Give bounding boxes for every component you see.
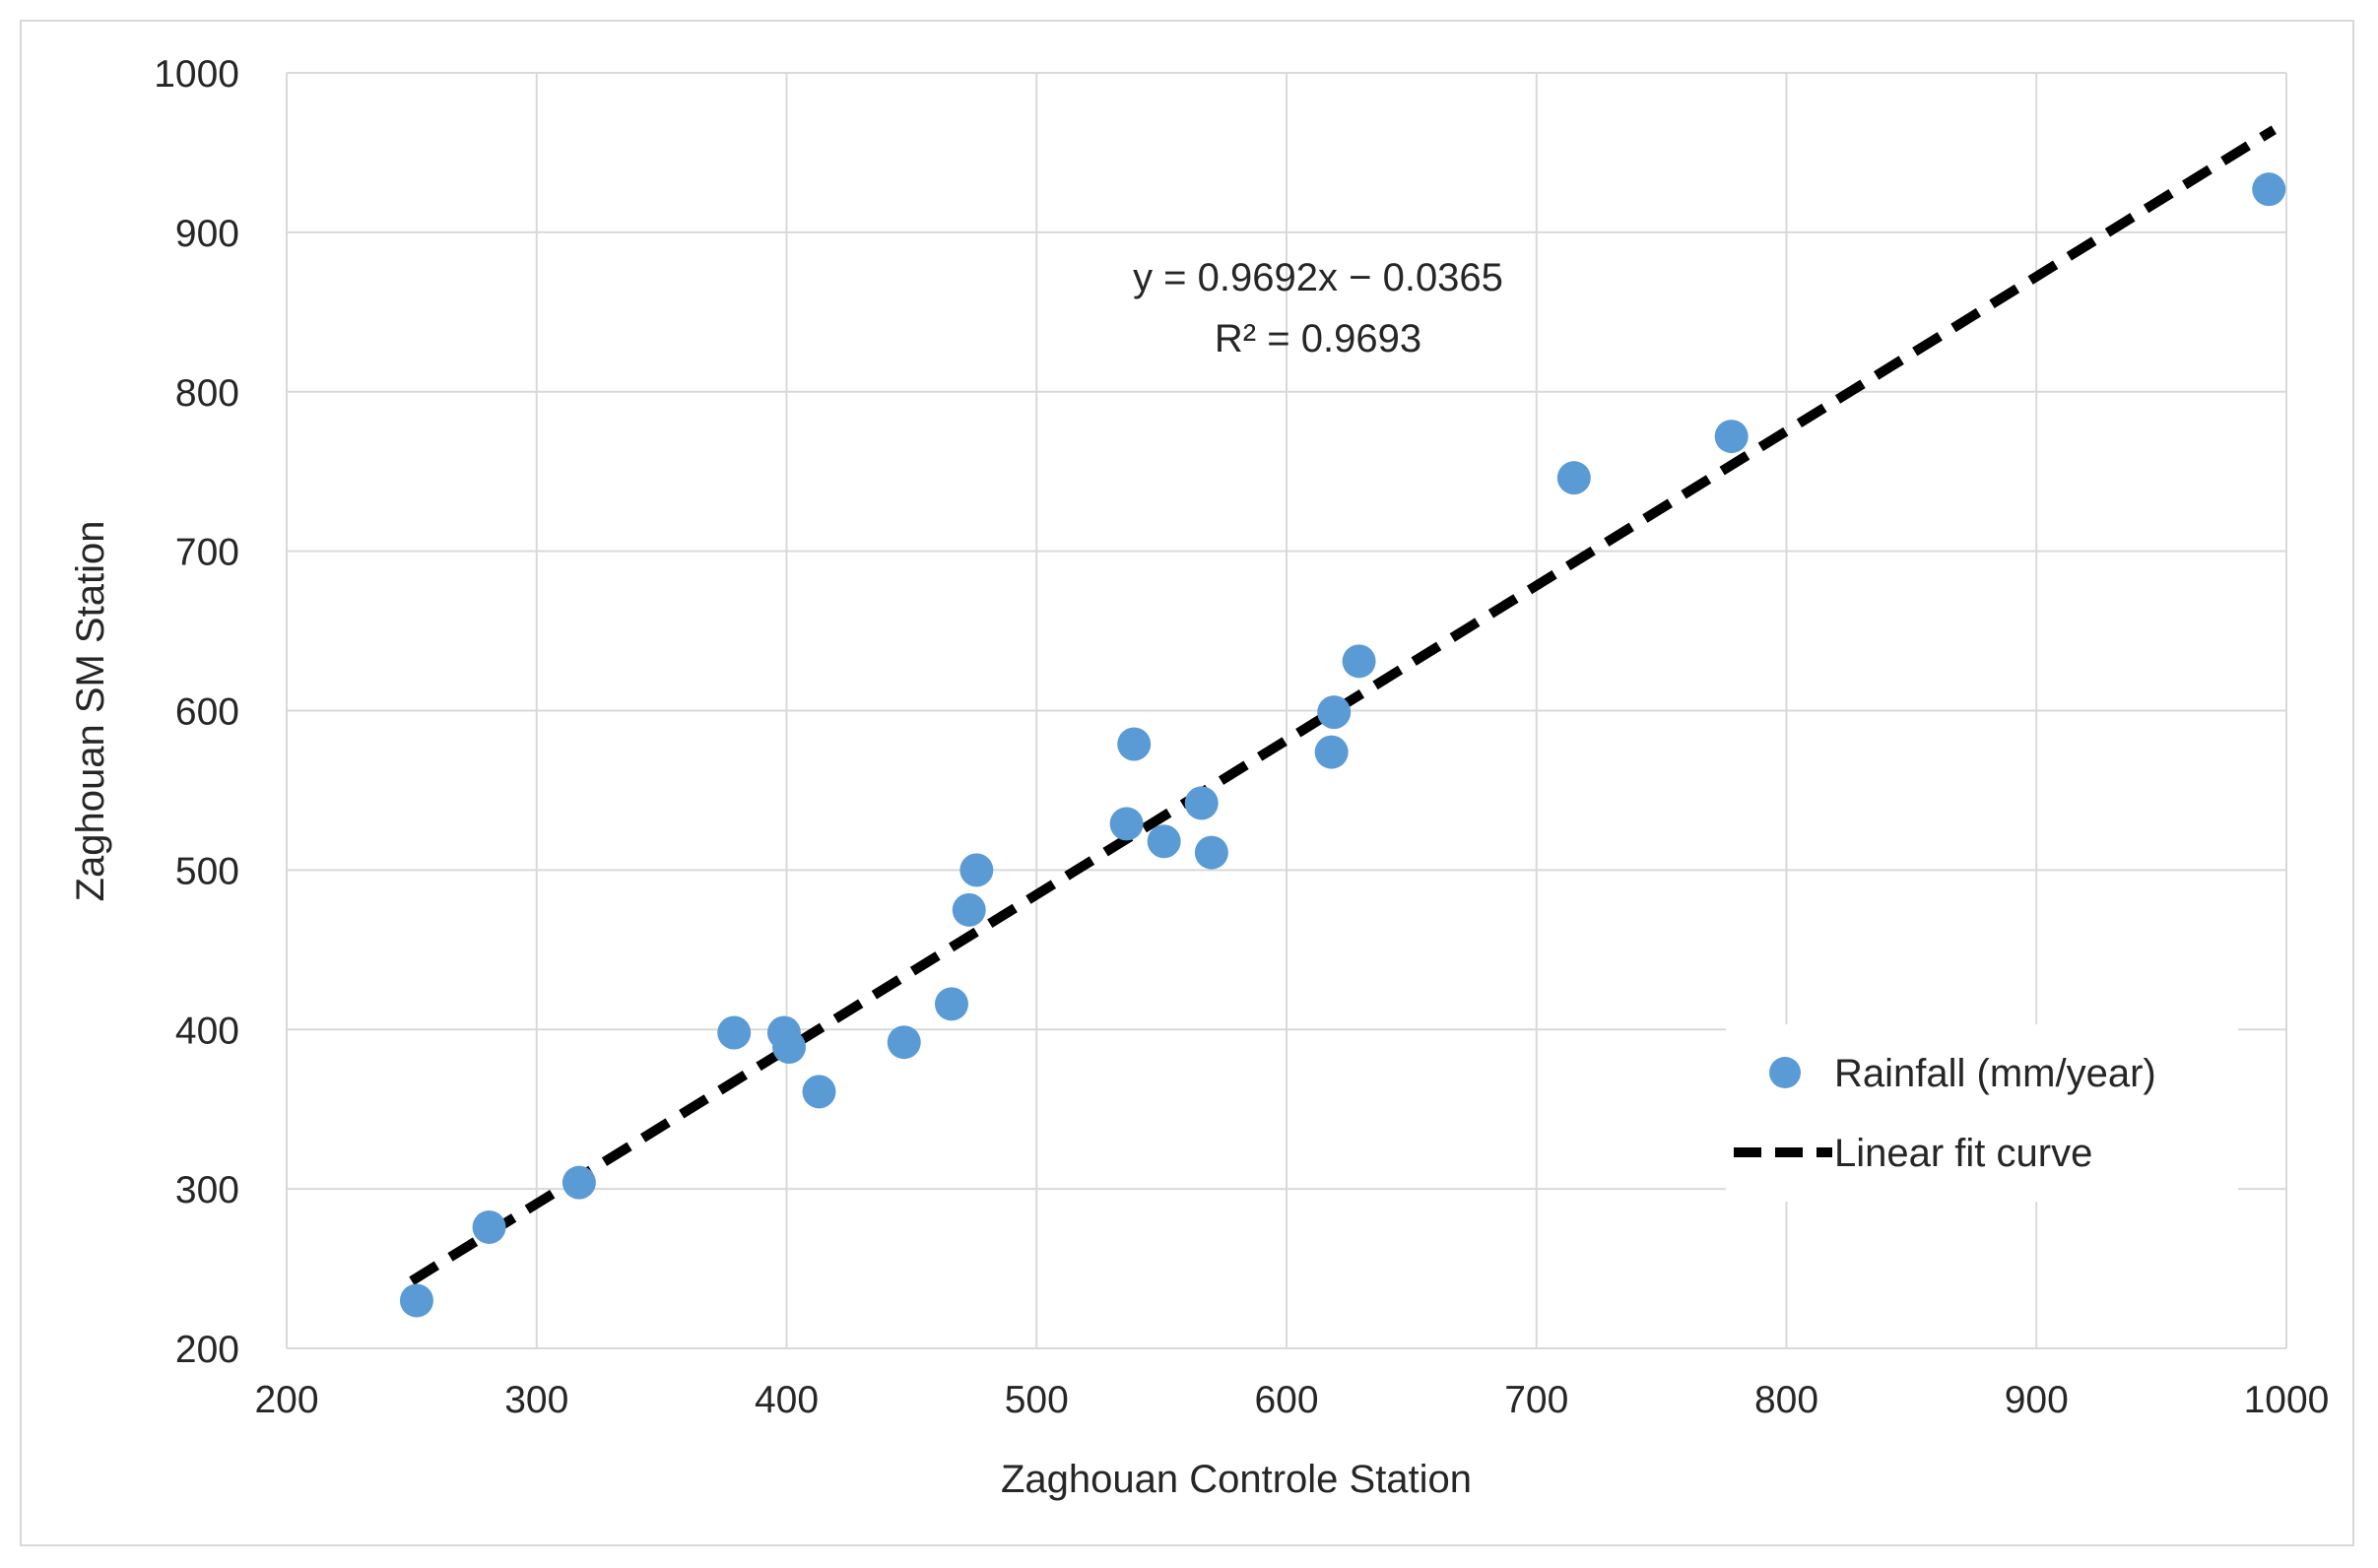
fit-equation: y = 0.9692x − 0.0365	[1133, 256, 1503, 299]
data-point	[952, 892, 986, 927]
x-tick-label: 800	[1754, 1379, 1818, 1421]
data-point	[1314, 735, 1349, 769]
y-tick-label: 600	[175, 691, 239, 734]
data-point	[1317, 695, 1352, 730]
data-point	[887, 1025, 921, 1060]
data-point	[1714, 420, 1749, 454]
x-tick-label: 1000	[2244, 1379, 2330, 1421]
x-tick-label: 400	[755, 1379, 819, 1421]
data-point	[2252, 172, 2286, 207]
x-tick-label: 700	[1504, 1379, 1568, 1421]
y-tick-label: 800	[175, 372, 239, 415]
y-tick-label: 400	[175, 1010, 239, 1052]
x-tick-label: 300	[504, 1379, 568, 1421]
y-tick-label: 700	[175, 532, 239, 574]
data-point	[1194, 835, 1228, 870]
data-point	[772, 1030, 807, 1065]
legend-label-rainfall: Rainfall (mm/year)	[1834, 1052, 2156, 1095]
data-point	[1117, 727, 1152, 761]
data-point	[959, 853, 994, 887]
data-point	[1109, 807, 1144, 841]
data-points	[399, 172, 2286, 1318]
y-tick-label: 200	[175, 1329, 239, 1371]
data-point	[561, 1165, 596, 1200]
data-point	[472, 1209, 506, 1244]
data-point	[1342, 644, 1376, 679]
y-tick-label: 300	[175, 1169, 239, 1211]
legend-label-fit: Linear fit curve	[1834, 1132, 2092, 1175]
data-point	[934, 987, 968, 1021]
y-axis-title: Zaghouan SM Station	[69, 521, 112, 902]
data-point	[1556, 461, 1591, 495]
r-squared: R² = 0.9693	[1215, 317, 1421, 360]
x-axis-ticks: 200 300 400 500 600 700 800 900 1000	[254, 1379, 2329, 1421]
legend-marker-rainfall	[1769, 1057, 1801, 1088]
data-point	[717, 1015, 752, 1050]
data-point	[802, 1075, 836, 1109]
y-tick-label: 900	[175, 213, 239, 255]
y-axis-ticks: 200 300 400 500 600 700 800 900 1000	[154, 53, 239, 1371]
data-point	[399, 1283, 433, 1318]
legend: Rainfall (mm/year) Linear fit curve	[1726, 1024, 2238, 1202]
x-tick-label: 900	[2005, 1379, 2069, 1421]
x-tick-label: 500	[1005, 1379, 1069, 1421]
x-axis-title: Zaghouan Controle Station	[1001, 1458, 1472, 1501]
data-point	[1184, 786, 1219, 820]
y-tick-label: 500	[175, 850, 239, 892]
data-point	[1147, 824, 1181, 859]
y-tick-label: 1000	[154, 53, 239, 96]
x-tick-label: 200	[254, 1379, 318, 1421]
x-tick-label: 600	[1254, 1379, 1318, 1421]
